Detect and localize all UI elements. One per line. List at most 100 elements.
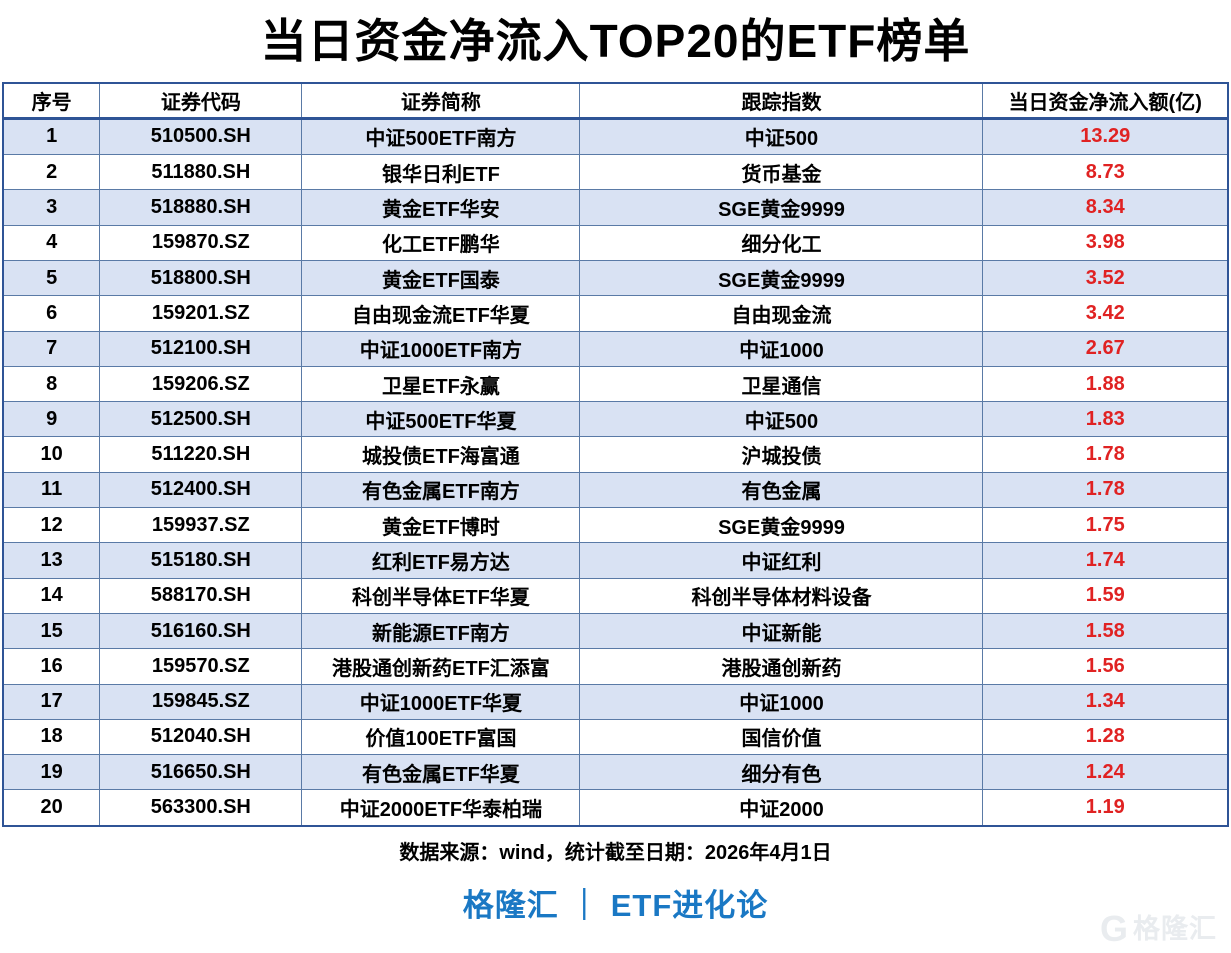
index-cell: 有色金属	[579, 471, 984, 509]
code-cell: 159201.SZ	[99, 295, 303, 332]
index-cell: 货币基金	[579, 154, 984, 191]
table-row: 16 159570.SZ 港股通创新药ETF汇添富 港股通创新药 1.56	[2, 648, 1229, 685]
table-row: 6 159201.SZ 自由现金流ETF华夏 自由现金流 3.42	[2, 295, 1229, 332]
index-cell: SGE黄金9999	[579, 259, 984, 297]
index-cell: 中证500	[579, 117, 984, 156]
table-row: 11 512400.SH 有色金属ETF南方 有色金属 1.78	[2, 471, 1229, 509]
name-cell: 新能源ETF南方	[301, 612, 581, 650]
code-cell: 563300.SH	[99, 789, 303, 827]
name-cell: 黄金ETF华安	[301, 189, 581, 226]
name-cell: 有色金属ETF南方	[301, 471, 581, 509]
rank-cell: 15	[2, 612, 101, 650]
table-row: 1 510500.SH 中证500ETF南方 中证500 13.29	[2, 117, 1229, 156]
name-cell: 化工ETF鹏华	[301, 224, 581, 261]
rank-cell: 13	[2, 542, 101, 579]
name-cell: 有色金属ETF华夏	[301, 754, 581, 791]
code-cell: 510500.SH	[99, 117, 303, 156]
gelonghui-logo-icon: G	[1099, 908, 1128, 949]
inflow-cell: 3.98	[982, 224, 1229, 261]
inflow-cell: 1.19	[982, 789, 1229, 827]
rank-cell: 3	[2, 189, 101, 226]
rank-cell: 17	[2, 683, 101, 720]
table-row: 13 515180.SH 红利ETF易方达 中证红利 1.74	[2, 542, 1229, 579]
name-cell: 自由现金流ETF华夏	[301, 295, 581, 332]
table-row: 3 518880.SH 黄金ETF华安 SGE黄金9999 8.34	[2, 189, 1229, 226]
inflow-cell: 2.67	[982, 330, 1229, 367]
index-cell: 中证红利	[579, 542, 984, 579]
inflow-cell: 3.42	[982, 295, 1229, 332]
code-cell: 518880.SH	[99, 189, 303, 226]
index-cell: 沪城投债	[579, 436, 984, 473]
index-cell: 中证2000	[579, 789, 984, 827]
brand-line: 格隆汇｜ ETF进化论	[0, 880, 1231, 925]
index-cell: 细分化工	[579, 224, 984, 261]
data-source-note: 数据来源：wind，统计截至日期：2026年4月1日	[399, 841, 832, 864]
table-row: 19 516650.SH 有色金属ETF华夏 细分有色 1.24	[2, 754, 1229, 791]
index-cell: 中证1000	[579, 683, 984, 720]
inflow-cell: 1.24	[982, 754, 1229, 791]
watermark-logo: G 格隆汇	[1100, 911, 1217, 947]
inflow-cell: 8.73	[982, 154, 1229, 191]
code-cell: 518800.SH	[99, 259, 303, 297]
index-cell: 港股通创新药	[579, 648, 984, 685]
index-cell: 卫星通信	[579, 365, 984, 403]
rank-cell: 9	[2, 401, 101, 438]
table-row: 9 512500.SH 中证500ETF华夏 中证500 1.83	[2, 401, 1229, 438]
header-rank: 序号	[2, 81, 101, 120]
code-cell: 511220.SH	[99, 436, 303, 473]
page-title: 当日资金净流入TOP20的ETF榜单	[260, 15, 971, 67]
name-cell: 中证500ETF南方	[301, 117, 581, 156]
code-cell: 159870.SZ	[99, 224, 303, 261]
rank-cell: 4	[2, 224, 101, 261]
code-cell: 512040.SH	[99, 718, 303, 756]
index-cell: 国信价值	[579, 718, 984, 756]
code-cell: 512100.SH	[99, 330, 303, 367]
rank-cell: 16	[2, 648, 101, 685]
name-cell: 银华日利ETF	[301, 154, 581, 191]
brand-right: ETF进化论	[610, 887, 769, 923]
table-row: 18 512040.SH 价值100ETF富国 国信价值 1.28	[2, 718, 1229, 756]
table-row: 5 518800.SH 黄金ETF国泰 SGE黄金9999 3.52	[2, 259, 1229, 297]
watermark-text: 格隆汇	[1133, 913, 1217, 944]
rank-cell: 11	[2, 471, 101, 509]
code-cell: 511880.SH	[99, 154, 303, 191]
code-cell: 516650.SH	[99, 754, 303, 791]
index-cell: 科创半导体材料设备	[579, 577, 984, 614]
header-code: 证券代码	[99, 81, 303, 120]
code-cell: 159570.SZ	[99, 648, 303, 685]
name-cell: 中证1000ETF华夏	[301, 683, 581, 720]
inflow-cell: 1.58	[982, 612, 1229, 650]
rank-cell: 10	[2, 436, 101, 473]
rank-cell: 12	[2, 507, 101, 544]
name-cell: 红利ETF易方达	[301, 542, 581, 579]
rank-cell: 20	[2, 789, 101, 827]
code-cell: 588170.SH	[99, 577, 303, 614]
name-cell: 黄金ETF国泰	[301, 259, 581, 297]
name-cell: 城投债ETF海富通	[301, 436, 581, 473]
header-name: 证券简称	[301, 81, 581, 120]
table-row: 7 512100.SH 中证1000ETF南方 中证1000 2.67	[2, 330, 1229, 367]
inflow-cell: 1.78	[982, 471, 1229, 509]
rank-cell: 14	[2, 577, 101, 614]
inflow-cell: 13.29	[982, 117, 1229, 156]
inflow-cell: 1.78	[982, 436, 1229, 473]
name-cell: 中证500ETF华夏	[301, 401, 581, 438]
inflow-cell: 1.74	[982, 542, 1229, 579]
inflow-cell: 1.59	[982, 577, 1229, 614]
name-cell: 中证2000ETF华泰柏瑞	[301, 789, 581, 827]
name-cell: 科创半导体ETF华夏	[301, 577, 581, 614]
name-cell: 黄金ETF博时	[301, 507, 581, 544]
brand-left: 格隆汇	[462, 887, 559, 923]
inflow-cell: 1.75	[982, 507, 1229, 544]
index-cell: 中证1000	[579, 330, 984, 367]
code-cell: 515180.SH	[99, 542, 303, 579]
table-row: 8 159206.SZ 卫星ETF永赢 卫星通信 1.88	[2, 365, 1229, 403]
header-index: 跟踪指数	[579, 81, 984, 120]
code-cell: 512400.SH	[99, 471, 303, 509]
table-row: 4 159870.SZ 化工ETF鹏华 细分化工 3.98	[2, 224, 1229, 261]
name-cell: 价值100ETF富国	[301, 718, 581, 756]
inflow-cell: 3.52	[982, 259, 1229, 297]
rank-cell: 19	[2, 754, 101, 791]
index-cell: 中证新能	[579, 612, 984, 650]
etf-inflow-table: 序号 证券代码 证券简称 跟踪指数 当日资金净流入额(亿) 1 510500.SH…	[2, 81, 1229, 827]
